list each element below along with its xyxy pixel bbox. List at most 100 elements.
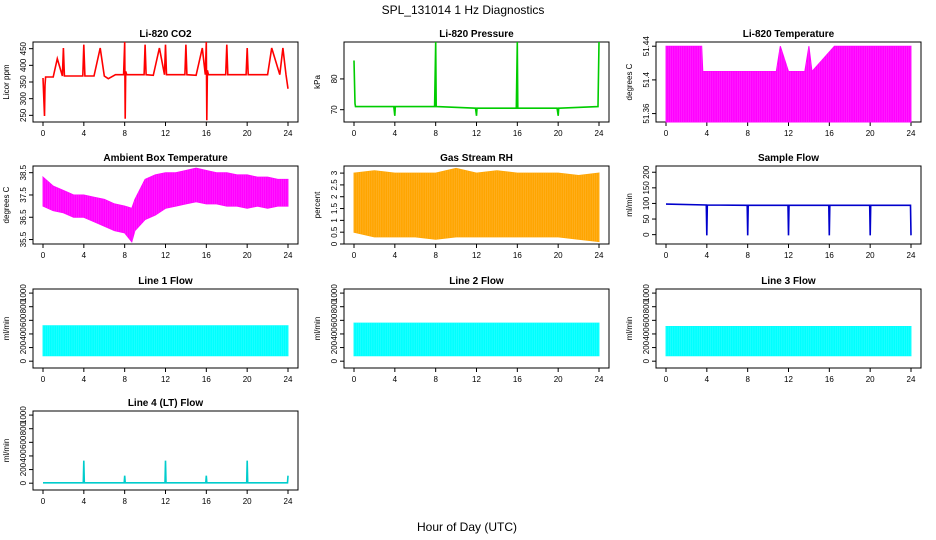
y-tick-label: 400 [642, 327, 651, 341]
x-tick-label: 20 [554, 251, 563, 260]
panel-ylabel: ml/min [2, 317, 11, 341]
series-band [665, 45, 912, 123]
x-tick-label: 24 [595, 375, 604, 384]
y-tick-label: 300 [19, 91, 28, 105]
x-tick-label: 12 [472, 251, 481, 260]
x-tick-label: 0 [352, 375, 357, 384]
y-tick-label: 200 [642, 165, 651, 179]
x-tick-label: 4 [393, 375, 398, 384]
y-tick-label: 100 [642, 196, 651, 210]
x-tick-label: 12 [784, 129, 793, 138]
x-tick-label: 8 [433, 129, 438, 138]
y-tick-label: 51.36 [642, 103, 651, 124]
y-tick-label: 51.4 [642, 72, 651, 88]
figure-xlabel: Hour of Day (UTC) [417, 520, 517, 534]
x-tick-label: 0 [41, 497, 46, 506]
y-tick-label: 1000 [642, 284, 651, 302]
panel-ylabel: percent [313, 191, 322, 218]
panel-title: Li-820 Pressure [439, 29, 514, 40]
y-tick-label: 2 [330, 194, 339, 199]
x-tick-label: 20 [866, 251, 875, 260]
series-line [353, 41, 600, 116]
x-tick-label: 8 [122, 251, 127, 260]
x-tick-label: 24 [907, 375, 916, 384]
y-tick-label: 0.5 [330, 226, 339, 238]
x-tick-label: 4 [393, 251, 398, 260]
panel-co2: Li-820 CO2 Licor ppm 0 4 8 12 16 20 24 250 300 350 4… [2, 29, 299, 138]
panel-title: Line 2 Flow [449, 276, 504, 287]
x-tick-label: 20 [243, 129, 252, 138]
x-tick-label: 12 [784, 375, 793, 384]
x-tick-label: 4 [705, 375, 710, 384]
y-tick-label: 0 [19, 480, 28, 485]
series-band [42, 325, 289, 357]
y-tick-label: 600 [19, 435, 28, 449]
x-tick-label: 12 [161, 251, 170, 260]
y-tick-label: 400 [19, 58, 28, 72]
y-tick-label: 400 [19, 449, 28, 463]
y-tick-label: 150 [642, 181, 651, 195]
series-band [353, 167, 600, 243]
x-tick-label: 16 [202, 129, 211, 138]
x-tick-label: 8 [122, 497, 127, 506]
x-tick-label: 24 [907, 129, 916, 138]
y-tick-label: 2.5 [330, 179, 339, 191]
series-band [42, 167, 289, 243]
x-tick-label: 16 [202, 497, 211, 506]
x-tick-label: 24 [284, 375, 293, 384]
y-tick-label: 1000 [330, 284, 339, 302]
y-tick-label: 250 [19, 108, 28, 122]
x-tick-label: 8 [122, 375, 127, 384]
x-tick-label: 0 [41, 129, 46, 138]
x-tick-label: 16 [202, 251, 211, 260]
y-tick-label: 0 [642, 358, 651, 363]
panel-title: Line 3 Flow [761, 276, 816, 287]
x-tick-label: 16 [825, 251, 834, 260]
x-tick-label: 20 [554, 375, 563, 384]
x-tick-label: 24 [595, 251, 604, 260]
panel-ylabel: ml/min [625, 317, 634, 341]
y-tick-label: 36.5 [19, 209, 28, 225]
y-tick-label: 600 [330, 313, 339, 327]
y-tick-label: 200 [19, 462, 28, 476]
x-tick-label: 20 [243, 375, 252, 384]
x-tick-label: 16 [825, 129, 834, 138]
y-tick-label: 70 [330, 105, 339, 114]
x-tick-label: 20 [866, 375, 875, 384]
panel-line1: Line 1 Flow ml/min 0 4 8 12 16 20 24 0 20040060080… [2, 276, 299, 384]
y-tick-label: 200 [642, 340, 651, 354]
x-tick-label: 4 [705, 129, 710, 138]
x-tick-label: 20 [243, 497, 252, 506]
x-tick-label: 0 [41, 375, 46, 384]
panel-ylabel: Licor ppm [2, 64, 11, 99]
x-tick-label: 4 [82, 129, 87, 138]
y-tick-label: 1000 [19, 406, 28, 424]
y-tick-label: 400 [19, 327, 28, 341]
x-tick-label: 8 [433, 251, 438, 260]
panel-ylabel: ml/min [313, 317, 322, 341]
panel-line4: Line 4 (LT) Flow ml/min 0 4 8 12 16 20 24 0 200400… [2, 398, 299, 506]
y-tick-label: 0 [330, 241, 339, 246]
x-tick-label: 24 [284, 251, 293, 260]
y-tick-label: 600 [642, 313, 651, 327]
x-tick-label: 8 [745, 251, 750, 260]
x-tick-label: 12 [472, 375, 481, 384]
panel-title: Li-820 Temperature [743, 29, 835, 40]
series-band [665, 326, 912, 357]
y-tick-label: 600 [19, 313, 28, 327]
panel-ylabel: degrees C [625, 63, 634, 100]
panel-ylabel: kPa [313, 75, 322, 89]
x-tick-label: 0 [664, 375, 669, 384]
y-tick-label: 50 [642, 214, 651, 223]
panel-title: Gas Stream RH [440, 153, 513, 164]
panel-rh: Gas Stream RH percent 0 4 8 12 16 20 24 0 0.5 1 1.5 2… [313, 153, 610, 260]
x-tick-label: 24 [284, 129, 293, 138]
panel-title: Li-820 CO2 [139, 29, 192, 40]
x-tick-label: 8 [122, 129, 127, 138]
series-band [353, 322, 600, 357]
y-tick-label: 35.5 [19, 231, 28, 247]
x-tick-label: 24 [907, 251, 916, 260]
panel-temperature: Li-820 Temperature degrees C 0 4 8 12 16 20 24 51… [625, 29, 922, 138]
